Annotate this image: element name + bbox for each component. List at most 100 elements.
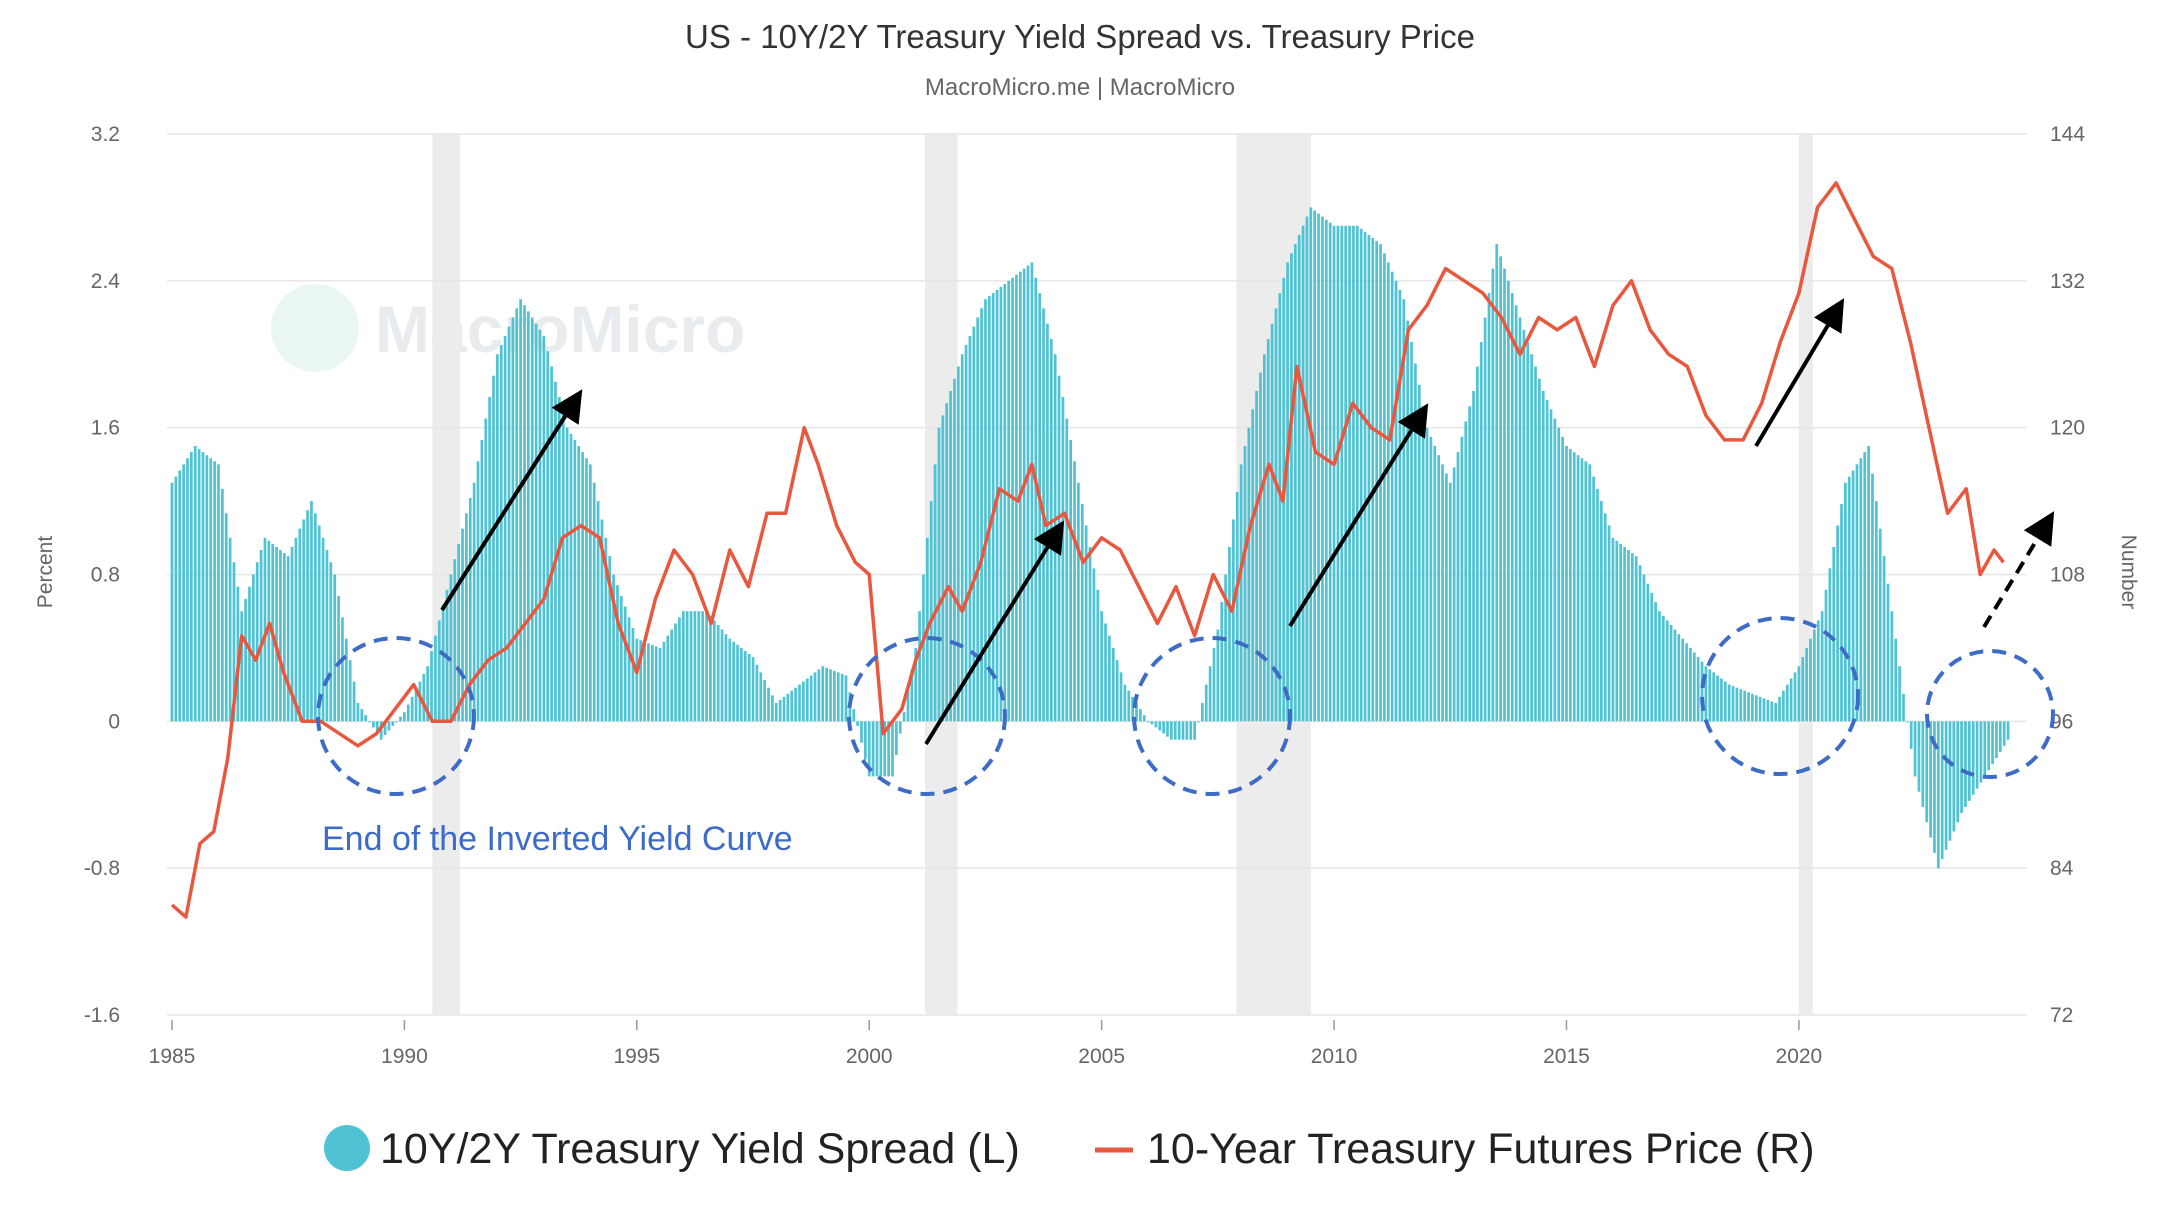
spread-bar (1716, 675, 1719, 722)
spread-bar (600, 519, 604, 722)
spread-bar (1987, 721, 1991, 771)
spread-bar (182, 464, 185, 722)
spread-bar (972, 326, 976, 722)
spread-bar (1204, 684, 1208, 722)
spread-bar (569, 433, 573, 722)
y-axis-left-label: Percent (34, 536, 57, 609)
spread-bar (902, 712, 906, 722)
spread-bar (1782, 690, 1785, 722)
spread-bar (1526, 342, 1530, 722)
spread-bar (1611, 537, 1615, 722)
spread-bar (612, 574, 615, 722)
spread-bar (333, 574, 337, 722)
spread-bar (1580, 458, 1584, 722)
spread-bar (1224, 574, 1227, 722)
spread-bar (1665, 620, 1669, 722)
spread-bar (1557, 427, 1561, 722)
spread-bar (1487, 293, 1491, 722)
spread-bar (999, 286, 1003, 722)
spread-bar (1510, 293, 1514, 722)
trend-arrow (1288, 403, 1429, 628)
spread-bar (697, 611, 701, 722)
x-tick-label: 2020 (1776, 1045, 1823, 1068)
trend-arrow-dashed (1982, 511, 2055, 629)
spread-bar (759, 672, 763, 722)
spread-bar (666, 635, 670, 722)
spread-bar (956, 366, 960, 722)
spread-bar (221, 488, 224, 722)
spread-bar (627, 617, 631, 722)
spread-bar (325, 550, 329, 722)
spread-bar (1979, 721, 1983, 783)
spread-bar (422, 673, 426, 722)
spread-bar (1948, 721, 1952, 841)
spread-bar (515, 308, 519, 722)
spread-bar (1193, 721, 1196, 740)
spread-bar (1785, 684, 1789, 722)
spread-bar (1820, 611, 1824, 722)
spread-bar (577, 446, 581, 722)
spread-bar (1146, 721, 1150, 723)
spread-bar (1445, 473, 1448, 722)
spread-bar (1425, 427, 1429, 722)
spread-bar (592, 482, 596, 722)
spread-bar (395, 721, 399, 723)
x-axis-ticks: 1985 1990 1995 2000 2005 2010 2015 2020 (149, 1020, 1823, 1068)
spread-bar (1007, 280, 1011, 722)
spread-bar (1270, 323, 1274, 722)
spread-bar (554, 381, 557, 722)
spread-bar (821, 666, 825, 722)
spread-bar (317, 525, 321, 722)
spread-bar (1324, 219, 1328, 722)
spread-bar (1627, 550, 1630, 722)
spread-bar (1607, 525, 1611, 722)
spread-bar (1813, 629, 1816, 722)
spread-bar (1476, 366, 1479, 722)
spread-bar (1212, 647, 1216, 722)
spread-bar (1967, 721, 1971, 801)
spread-bar (670, 629, 674, 722)
spread-bar (864, 721, 867, 760)
spread-bar (1038, 293, 1042, 722)
spread-bar (681, 611, 685, 722)
spread-bar (329, 562, 333, 722)
spread-bar (209, 458, 213, 722)
spread-bar (1441, 464, 1444, 722)
spread-bar (430, 650, 433, 722)
spread-bar (1262, 354, 1266, 722)
x-tick-label: 2015 (1543, 1045, 1590, 1068)
spread-bar (383, 721, 387, 736)
spread-bar (410, 696, 414, 722)
spread-bar (1828, 568, 1832, 722)
spread-bar (1352, 225, 1355, 722)
spread-bar (929, 501, 933, 722)
spread-bar (476, 461, 480, 722)
spread-bar (619, 595, 623, 722)
spread-bar (658, 647, 662, 722)
spread-bar (1096, 589, 1100, 722)
spread-bar (918, 611, 921, 722)
spread-bar (1801, 657, 1805, 722)
spread-bar (1123, 684, 1127, 722)
y-tick-left-label: 1.6 (91, 417, 120, 440)
spread-bar (1383, 253, 1386, 722)
spread-bar (689, 611, 693, 722)
spread-bar (267, 540, 271, 722)
spread-bar (1375, 241, 1379, 722)
spread-bar (1472, 390, 1475, 722)
spread-bar (1673, 629, 1677, 722)
spread-bar (530, 317, 534, 722)
spread-bar (1882, 556, 1886, 722)
spread-bar (1026, 265, 1030, 722)
spread-bar (1998, 721, 2002, 752)
spread-bar (1991, 721, 1994, 765)
spread-bar (1867, 446, 1870, 722)
spread-bar (279, 550, 282, 722)
spread-bar (1743, 690, 1747, 722)
spread-bar (1464, 421, 1468, 722)
spread-bar (1503, 268, 1506, 722)
spread-bar (1421, 406, 1425, 722)
spread-bar (565, 427, 569, 722)
spread-bar (1162, 721, 1165, 734)
spread-bar (871, 721, 875, 777)
